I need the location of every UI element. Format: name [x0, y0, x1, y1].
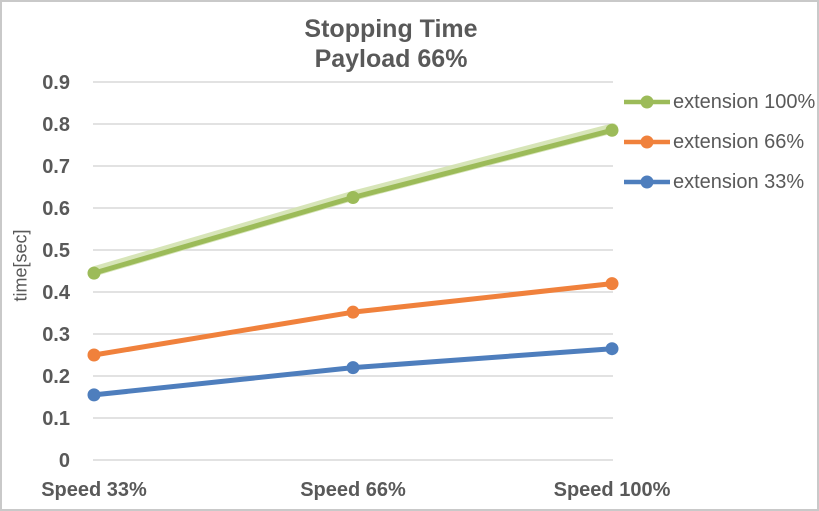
y-tick-label: 0.5	[42, 240, 70, 262]
data-point-marker	[605, 123, 619, 137]
chart-title-line2: Payload 66%	[314, 45, 468, 73]
legend-item: extension 100%	[623, 89, 815, 115]
y-tick-label: 0.4	[42, 282, 71, 304]
y-tick-label: 0	[59, 450, 70, 472]
y-tick-label: 0.9	[42, 72, 70, 94]
y-tick-label: 0.6	[42, 198, 70, 220]
data-point-marker	[346, 361, 360, 375]
y-tick-label: 0.3	[42, 324, 70, 346]
data-point-marker	[87, 266, 101, 280]
data-point-marker	[87, 348, 101, 362]
data-point-marker	[87, 388, 101, 402]
x-category-label: Speed 33%	[41, 479, 147, 501]
data-point-marker	[605, 342, 619, 356]
data-point-marker	[605, 277, 619, 291]
chart-title: Stopping Time Payload 66%	[2, 14, 780, 74]
chart-title-line1: Stopping Time	[304, 15, 478, 43]
legend-item: extension 33%	[623, 169, 804, 195]
legend-key-icon	[624, 135, 670, 149]
x-category-label: Speed 100%	[554, 479, 671, 501]
series-line	[91, 281, 615, 358]
legend-item-label: extension 66%	[673, 130, 805, 153]
y-tick-label: 0.7	[42, 156, 70, 178]
legend-item-label: extension 33%	[673, 170, 805, 193]
legend-key-icon	[624, 95, 670, 109]
data-point-marker	[346, 305, 360, 319]
y-tick-label: 0.2	[42, 366, 70, 388]
x-category-label: Speed 66%	[300, 479, 406, 501]
legend-item-label: extension 100%	[673, 90, 816, 113]
y-tick-label: 0.8	[42, 114, 70, 136]
y-tick-label: 0.1	[42, 408, 70, 430]
data-point-marker	[346, 191, 360, 204]
legend-key-icon	[624, 175, 670, 189]
legend-item: extension 66%	[623, 129, 804, 155]
